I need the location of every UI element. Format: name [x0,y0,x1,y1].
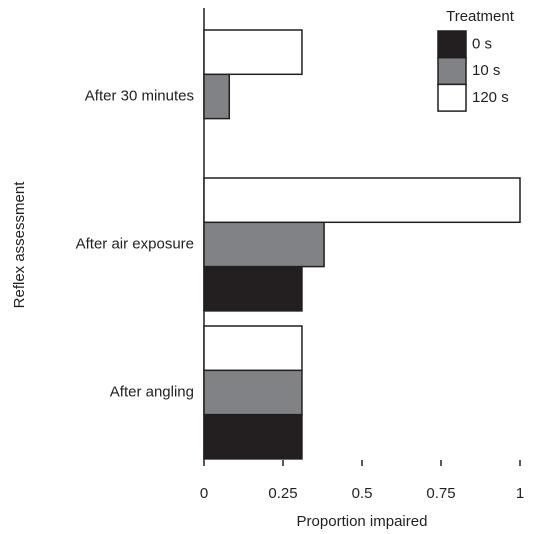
legend-title: Treatment [446,8,515,25]
legend-label: 120 s [472,89,509,106]
bar [203,265,303,312]
y-tick-label: After angling [110,383,194,400]
bar [203,29,303,76]
legend-label: 0 s [472,35,492,52]
bar [203,73,231,120]
bar [203,221,325,268]
x-tick-label: 0 [200,485,208,502]
x-tick-label: 0.25 [268,485,297,502]
x-tick-label: 0.75 [426,485,455,502]
bar [203,177,521,224]
bar [203,413,303,460]
x-axis-label: Proportion impaired [297,513,428,530]
x-tick-label: 1 [516,485,524,502]
legend-label: 10 s [472,62,500,79]
x-tick-label: 0.5 [352,485,373,502]
y-tick-label: After air exposure [76,235,194,252]
legend-swatch [437,56,467,86]
y-axis-label: Reflex assessment [11,181,28,309]
legend-swatch [437,83,467,112]
bar [203,369,303,416]
bar [203,325,303,372]
y-tick-label: After 30 minutes [85,87,194,104]
legend-swatch [437,30,467,59]
